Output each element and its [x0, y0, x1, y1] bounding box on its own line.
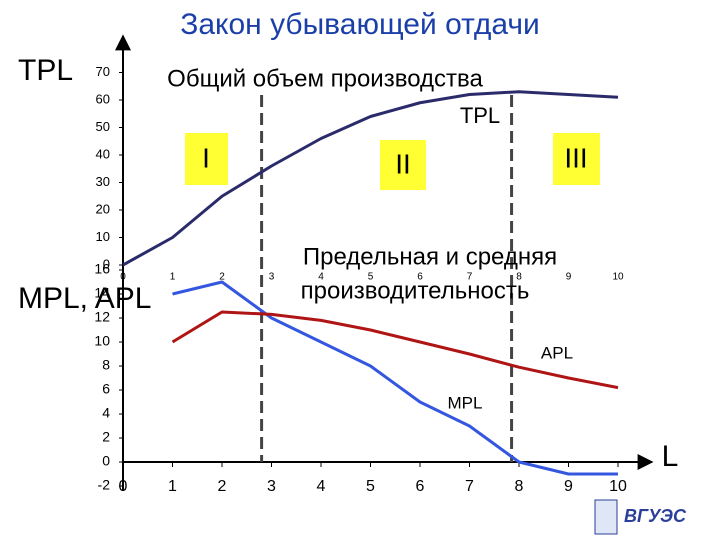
x-tick-label: 8	[516, 272, 522, 283]
x-tick-label: 1	[168, 478, 177, 495]
x-tick-label: 9	[566, 272, 572, 283]
chart-title: Закон убывающей отдачи	[180, 8, 540, 41]
x-tick-label: 2	[219, 272, 225, 283]
zone-box	[380, 140, 426, 190]
y-tick-label: 0	[103, 256, 110, 271]
y-tick-label: -2	[98, 477, 111, 493]
y-tick-label: 70	[96, 64, 110, 79]
annotation: Предельная и средняя	[303, 243, 557, 270]
x-tick-label: 10	[609, 478, 627, 495]
x-tick-label: 0	[119, 478, 128, 495]
x-tick-label: 0	[120, 272, 126, 283]
zone-box	[553, 133, 600, 185]
y-tick-label: 60	[96, 91, 110, 106]
logo: ВГУЭС	[594, 499, 687, 535]
series-line	[122, 90, 619, 267]
y-tick-label: 30	[96, 174, 110, 189]
y-tick-label: 6	[102, 381, 110, 397]
x-tick-label: 5	[368, 272, 374, 283]
x-tick-label: 6	[417, 272, 423, 283]
y-tick-label: 40	[96, 146, 110, 161]
annotation: производительность	[301, 277, 530, 304]
series-label: TPL	[460, 103, 500, 128]
x-tick-label: 3	[267, 478, 276, 495]
x-tick-label: 2	[218, 478, 227, 495]
y-tick-label: 50	[96, 119, 110, 134]
y-tick-label: 10	[94, 333, 110, 349]
x-tick-label: 6	[416, 478, 425, 495]
y-tick-label: 0	[102, 453, 110, 469]
x-axis-label: L	[662, 440, 679, 473]
x-tick-label: 3	[269, 272, 275, 283]
annotation: Общий объем производства	[167, 65, 483, 92]
y-axis-label: MPL, APL	[18, 282, 151, 315]
y-tick-label: 4	[102, 405, 110, 421]
x-tick-label: 9	[564, 478, 573, 495]
y-tick-label: 12	[94, 309, 110, 325]
y-tick-label: 16	[94, 261, 110, 277]
y-axis-label: TPL	[18, 54, 73, 87]
annotation: I	[202, 142, 210, 173]
x-tick-label: 7	[465, 478, 474, 495]
series-line	[171, 310, 619, 390]
x-tick-label: 8	[515, 478, 524, 495]
annotation: III	[564, 142, 587, 173]
x-tick-label: 1	[170, 272, 176, 283]
y-tick-label: 20	[96, 201, 110, 216]
annotation: II	[395, 148, 411, 179]
x-tick-label: 4	[318, 272, 324, 283]
x-tick-label: 4	[317, 478, 326, 495]
y-tick-label: 2	[102, 429, 110, 445]
y-tick-label: 14	[94, 285, 110, 301]
series-label: MPL	[448, 393, 483, 412]
series-label: APL	[541, 343, 573, 362]
x-tick-label: 10	[612, 272, 624, 283]
svg-text:ВГУЭС: ВГУЭС	[624, 506, 687, 526]
series-line	[172, 280, 618, 476]
y-tick-label: 8	[102, 357, 110, 373]
y-tick-label: 10	[96, 229, 110, 244]
x-tick-label: 5	[366, 478, 375, 495]
x-tick-label: 7	[467, 272, 473, 283]
zone-box	[185, 133, 228, 185]
